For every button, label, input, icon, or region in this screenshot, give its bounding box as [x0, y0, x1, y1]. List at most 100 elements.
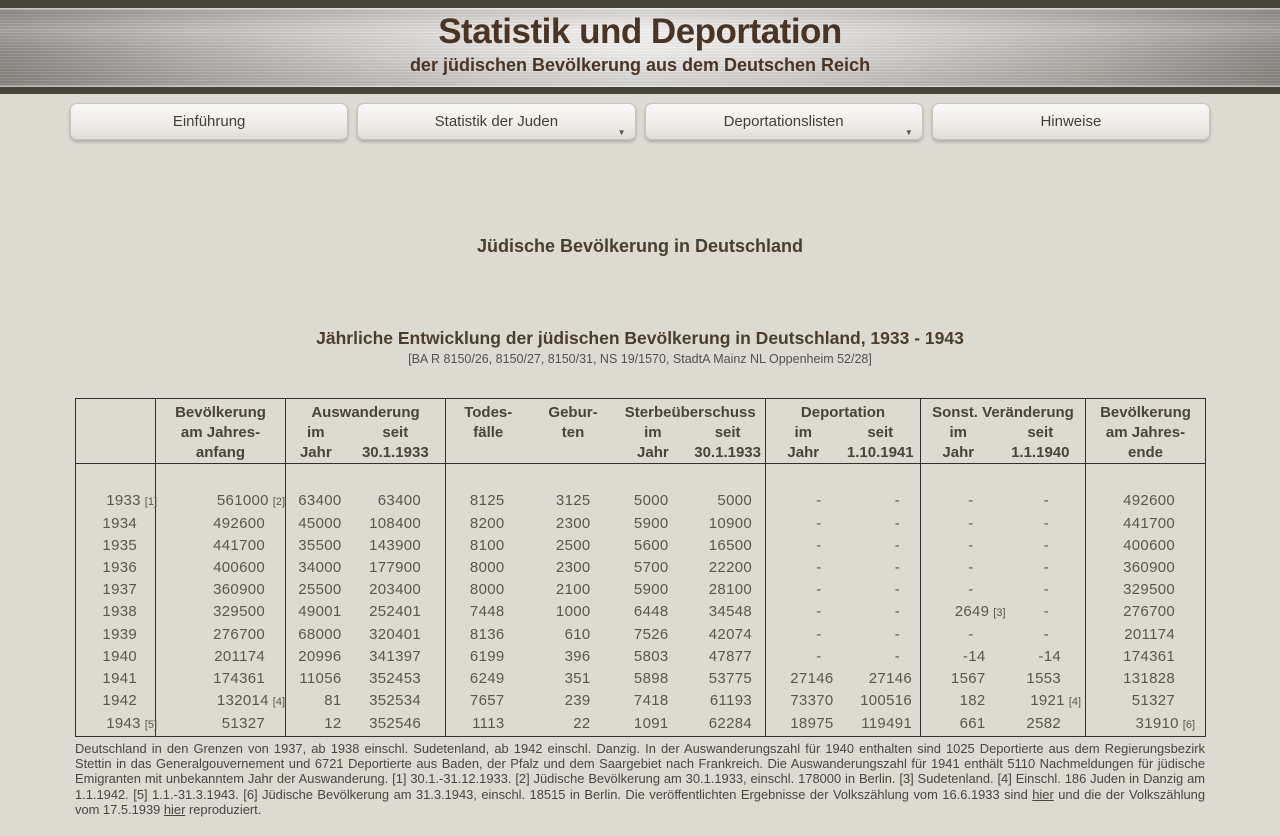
table-row: 1937 360900 25500 203400 8000 2100 5900 28100 - -… [76, 578, 1206, 601]
table-cell: 51327 [1085, 689, 1206, 713]
nav-button-einfuhrung[interactable]: Einführung [70, 103, 349, 140]
table-spacer-row [76, 463, 1206, 490]
table-cell: - [996, 624, 1086, 646]
table-cell [691, 464, 766, 490]
table-cell: 42074 [708, 625, 752, 643]
table-cell: 5700 [633, 558, 669, 576]
table-subheader-row: im Jahr seit 1.1.1940 [921, 423, 1085, 463]
table-cell [996, 464, 1086, 490]
table-cell: - [765, 512, 841, 535]
table-cell: 1937 [102, 580, 137, 598]
table-cell: - [765, 556, 841, 579]
table-header-sonst-veraenderung: Sonst. Veränderung im Jahr seit 1.1.1940 [920, 398, 1086, 464]
table-cell: 8125 [445, 489, 531, 513]
no-value-dash: - [816, 536, 822, 554]
table-row: 1940 201174 20996 341397 6199 396 5803 47877 - - -… [76, 645, 1206, 668]
table-cell: 22 [573, 715, 591, 732]
table-cell: 47877 [708, 647, 752, 665]
table-subheader-seit: seit 1.10.1941 [846, 424, 914, 461]
no-value-dash: - [1043, 603, 1049, 620]
table-cell: 360900 [155, 578, 286, 601]
table-cell: 7526 [633, 625, 669, 643]
table-cell: - [920, 556, 996, 579]
table-cell: 108400 [369, 514, 421, 532]
table-header-pop-end: Bevölkerung am Jahres- ende [1085, 398, 1206, 464]
site-subtitle: der jüdischen Bevölkerung aus dem Deutsc… [409, 55, 871, 75]
site-title: Statistik und Deportation [438, 12, 842, 51]
table-cell: 400600 [155, 556, 286, 579]
table-cell: 1553 [1026, 669, 1061, 687]
table-header-deportation: Deportation im Jahr seit 1.10.1941 [765, 398, 921, 464]
table-cell: 341397 [369, 647, 421, 665]
table-cell: - [920, 512, 996, 535]
table-cell: - [841, 579, 921, 601]
nav-button-deportationslisten[interactable]: Deportationslisten ▼ [644, 103, 923, 140]
table-subheader-seit: seit 30.1.1933 [361, 424, 429, 461]
table-cell: - [996, 535, 1086, 557]
table-cell: 63400 [377, 492, 421, 509]
table-subheader-row: im Jahr seit 30.1.1933 [286, 423, 445, 463]
table-cell: 6249 [445, 667, 531, 690]
nav-button-statistik-der-juden[interactable]: Statistik der Juden ▼ [357, 103, 636, 140]
table-header-pop-start: Bevölkerung am Jahres- anfang [155, 398, 286, 464]
footnote-link-census-1933[interactable]: hier [1032, 786, 1054, 802]
table-cell: - [841, 601, 921, 624]
table-cell: 239 [564, 692, 591, 709]
no-value-dash: - [1043, 558, 1049, 576]
table-body: 1933 [1] 561000 [2] 63400 63400 8125 3125 5000 50… [76, 463, 1206, 736]
table-cell: 1938 [102, 603, 137, 620]
nav-button-label: Deportationslisten [723, 113, 844, 130]
table-cell [1085, 463, 1206, 490]
nav-button-hinweise[interactable]: Hinweise [931, 103, 1210, 140]
table-header-label: Deportation [800, 404, 886, 421]
table-subheader-seit: seit 30.1.1933 [694, 424, 761, 461]
table-cell: 7657 [445, 689, 531, 713]
table-cell: 35500 [285, 534, 346, 557]
table-header-label: Bevölkerung am Jahres- anfang [175, 404, 266, 461]
table-subheader-seit: seit 1.1.1940 [1011, 424, 1070, 461]
table-header-label: Sterbeüberschuss [624, 404, 756, 421]
table-cell: 360900 [1085, 556, 1206, 579]
table-cell: 61193 [709, 692, 752, 709]
table-row: 1941 174361 11056 352453 6249 351 5898 53775 271… [76, 667, 1206, 690]
footnote-marker: [4] [272, 695, 285, 708]
table-cell [155, 463, 286, 490]
no-value-dash: - [816, 580, 822, 598]
no-value-dash: - [816, 492, 822, 509]
population-table: Bevölkerung am Jahres- anfang Auswanderu… [75, 398, 1206, 737]
table-cell: - [996, 557, 1086, 579]
table-cell: - [996, 601, 1086, 624]
table-cell: 1091 [633, 715, 669, 732]
table-cell: 441700 [1085, 512, 1206, 535]
table-cell: 2100 [555, 580, 591, 598]
table-cell: 329500 [155, 600, 286, 624]
footnote-text: reproduziert. [185, 802, 262, 818]
table-cell: - [841, 624, 921, 646]
table-cell: 12 [285, 712, 346, 736]
table-row: 1939 276700 68000 320401 8136 610 7526 42074 - - -… [76, 623, 1206, 646]
table-cell: 5600 [633, 536, 669, 554]
table-cell: 5803 [633, 647, 669, 665]
table-cell: - [996, 579, 1086, 601]
no-value-dash: - [894, 558, 900, 576]
table-cell: 81 [285, 689, 346, 713]
table-cell: 11056 [285, 667, 346, 690]
table-cell: 34000 [285, 556, 346, 579]
footnote-link-census-1939[interactable]: hier [163, 802, 186, 818]
footnote: Deutschland in den Grenzen von 1937, ab … [75, 741, 1205, 818]
table-cell: - [996, 490, 1086, 513]
table-cell: 177900 [369, 558, 421, 576]
table-cell: 1943 [5] [106, 714, 157, 732]
table-cell: 2300 [555, 558, 591, 576]
table-cell: 1113 [445, 712, 531, 736]
table-cell: 1941 [102, 669, 137, 687]
table-cell: 661 [920, 712, 996, 736]
table-header-label: Auswanderung [311, 404, 420, 421]
table-header: Bevölkerung am Jahres- anfang Auswanderu… [75, 398, 1206, 464]
table-cell: - [765, 578, 841, 601]
table-cell: 351 [564, 669, 591, 687]
table-cell: 8200 [445, 512, 531, 535]
table-cell [841, 464, 921, 490]
table-cell: 1936 [102, 558, 137, 576]
table-cell: 441700 [155, 534, 286, 557]
